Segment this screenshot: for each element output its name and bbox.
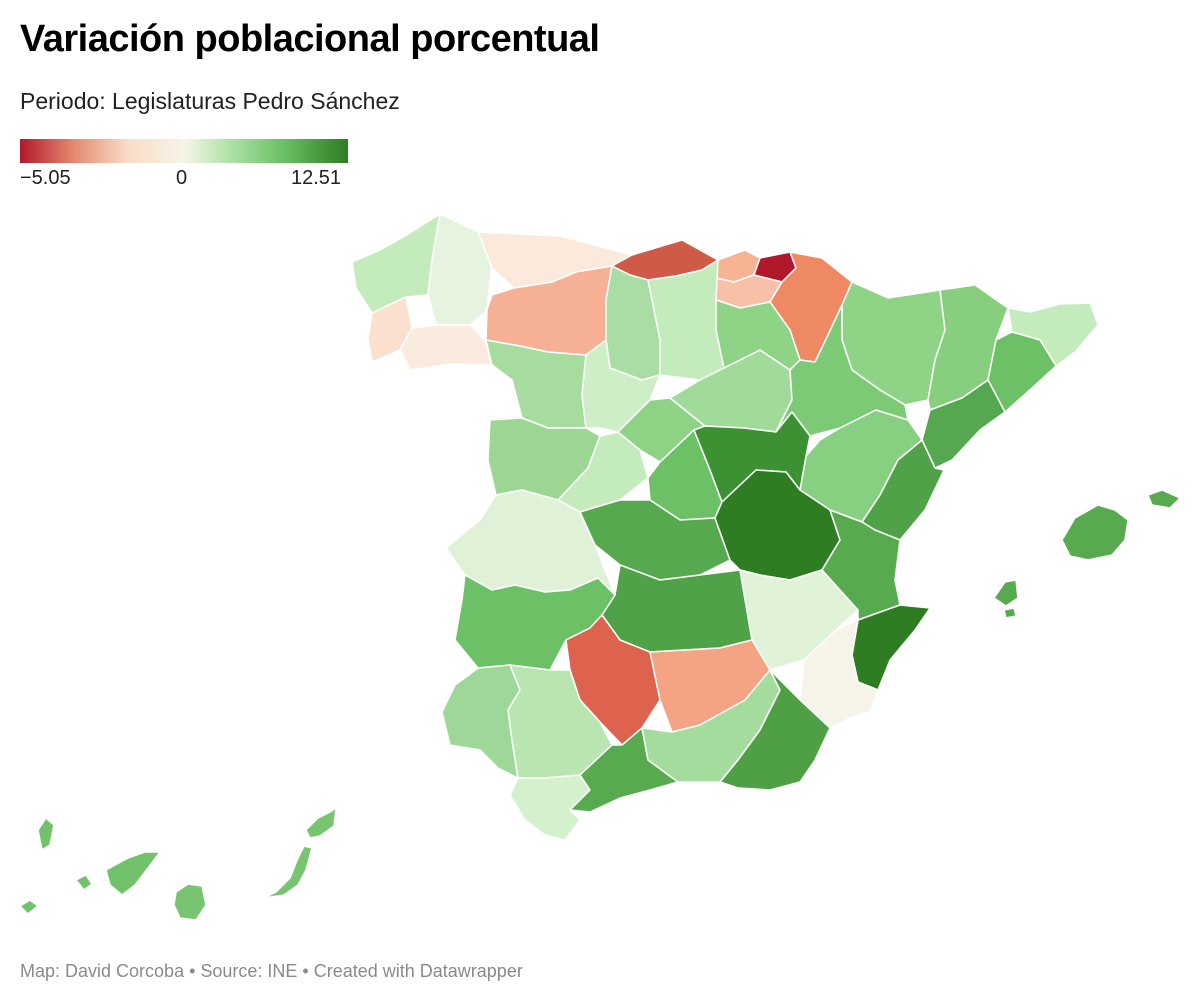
- region-ciudad-real[interactable]: Toledo: [601, 564, 753, 653]
- region-alicante[interactable]: Alicante: [851, 604, 931, 691]
- legend-min-label: −5.05: [20, 167, 71, 189]
- region-santa-cruz-de-tenerife[interactable]: Santa Cruz de Tenerife: [19, 817, 161, 915]
- region-a-coruna[interactable]: A Coruña: [351, 213, 441, 314]
- map-credits-footer: Map: David Corcoba • Source: INE • Creat…: [20, 961, 523, 981]
- spain-province-map: A Coruña Lugo Pontevedra Ourense Asturia…: [19, 213, 1181, 921]
- region-cadiz[interactable]: Cádiz: [509, 774, 591, 841]
- region-barcelona[interactable]: Lleida: [987, 331, 1057, 413]
- legend-max-label: 12.51: [291, 167, 342, 189]
- region-almeria[interactable]: Almería: [719, 669, 831, 791]
- color-legend: −5.05 0 12.51: [20, 139, 348, 189]
- legend-mid-label: 0: [176, 167, 188, 189]
- region-ourense[interactable]: Ourense: [399, 324, 493, 371]
- region-illes-balears[interactable]: Illes Balears: [993, 489, 1181, 619]
- region-las-palmas[interactable]: Las Palmas: [173, 807, 337, 921]
- region-huelva[interactable]: Huelva: [441, 664, 521, 779]
- region-lugo[interactable]: Pontevedra: [427, 213, 493, 326]
- region-malaga[interactable]: Málaga: [569, 727, 679, 813]
- region-tarragona[interactable]: Girona: [921, 379, 1006, 469]
- region-zamora[interactable]: Valladolid: [485, 339, 587, 429]
- map-title: Variación poblacional porcentual: [20, 18, 600, 60]
- legend-gradient-bar: [20, 139, 348, 163]
- map-subtitle: Periodo: Legislaturas Pedro Sánchez: [20, 88, 400, 114]
